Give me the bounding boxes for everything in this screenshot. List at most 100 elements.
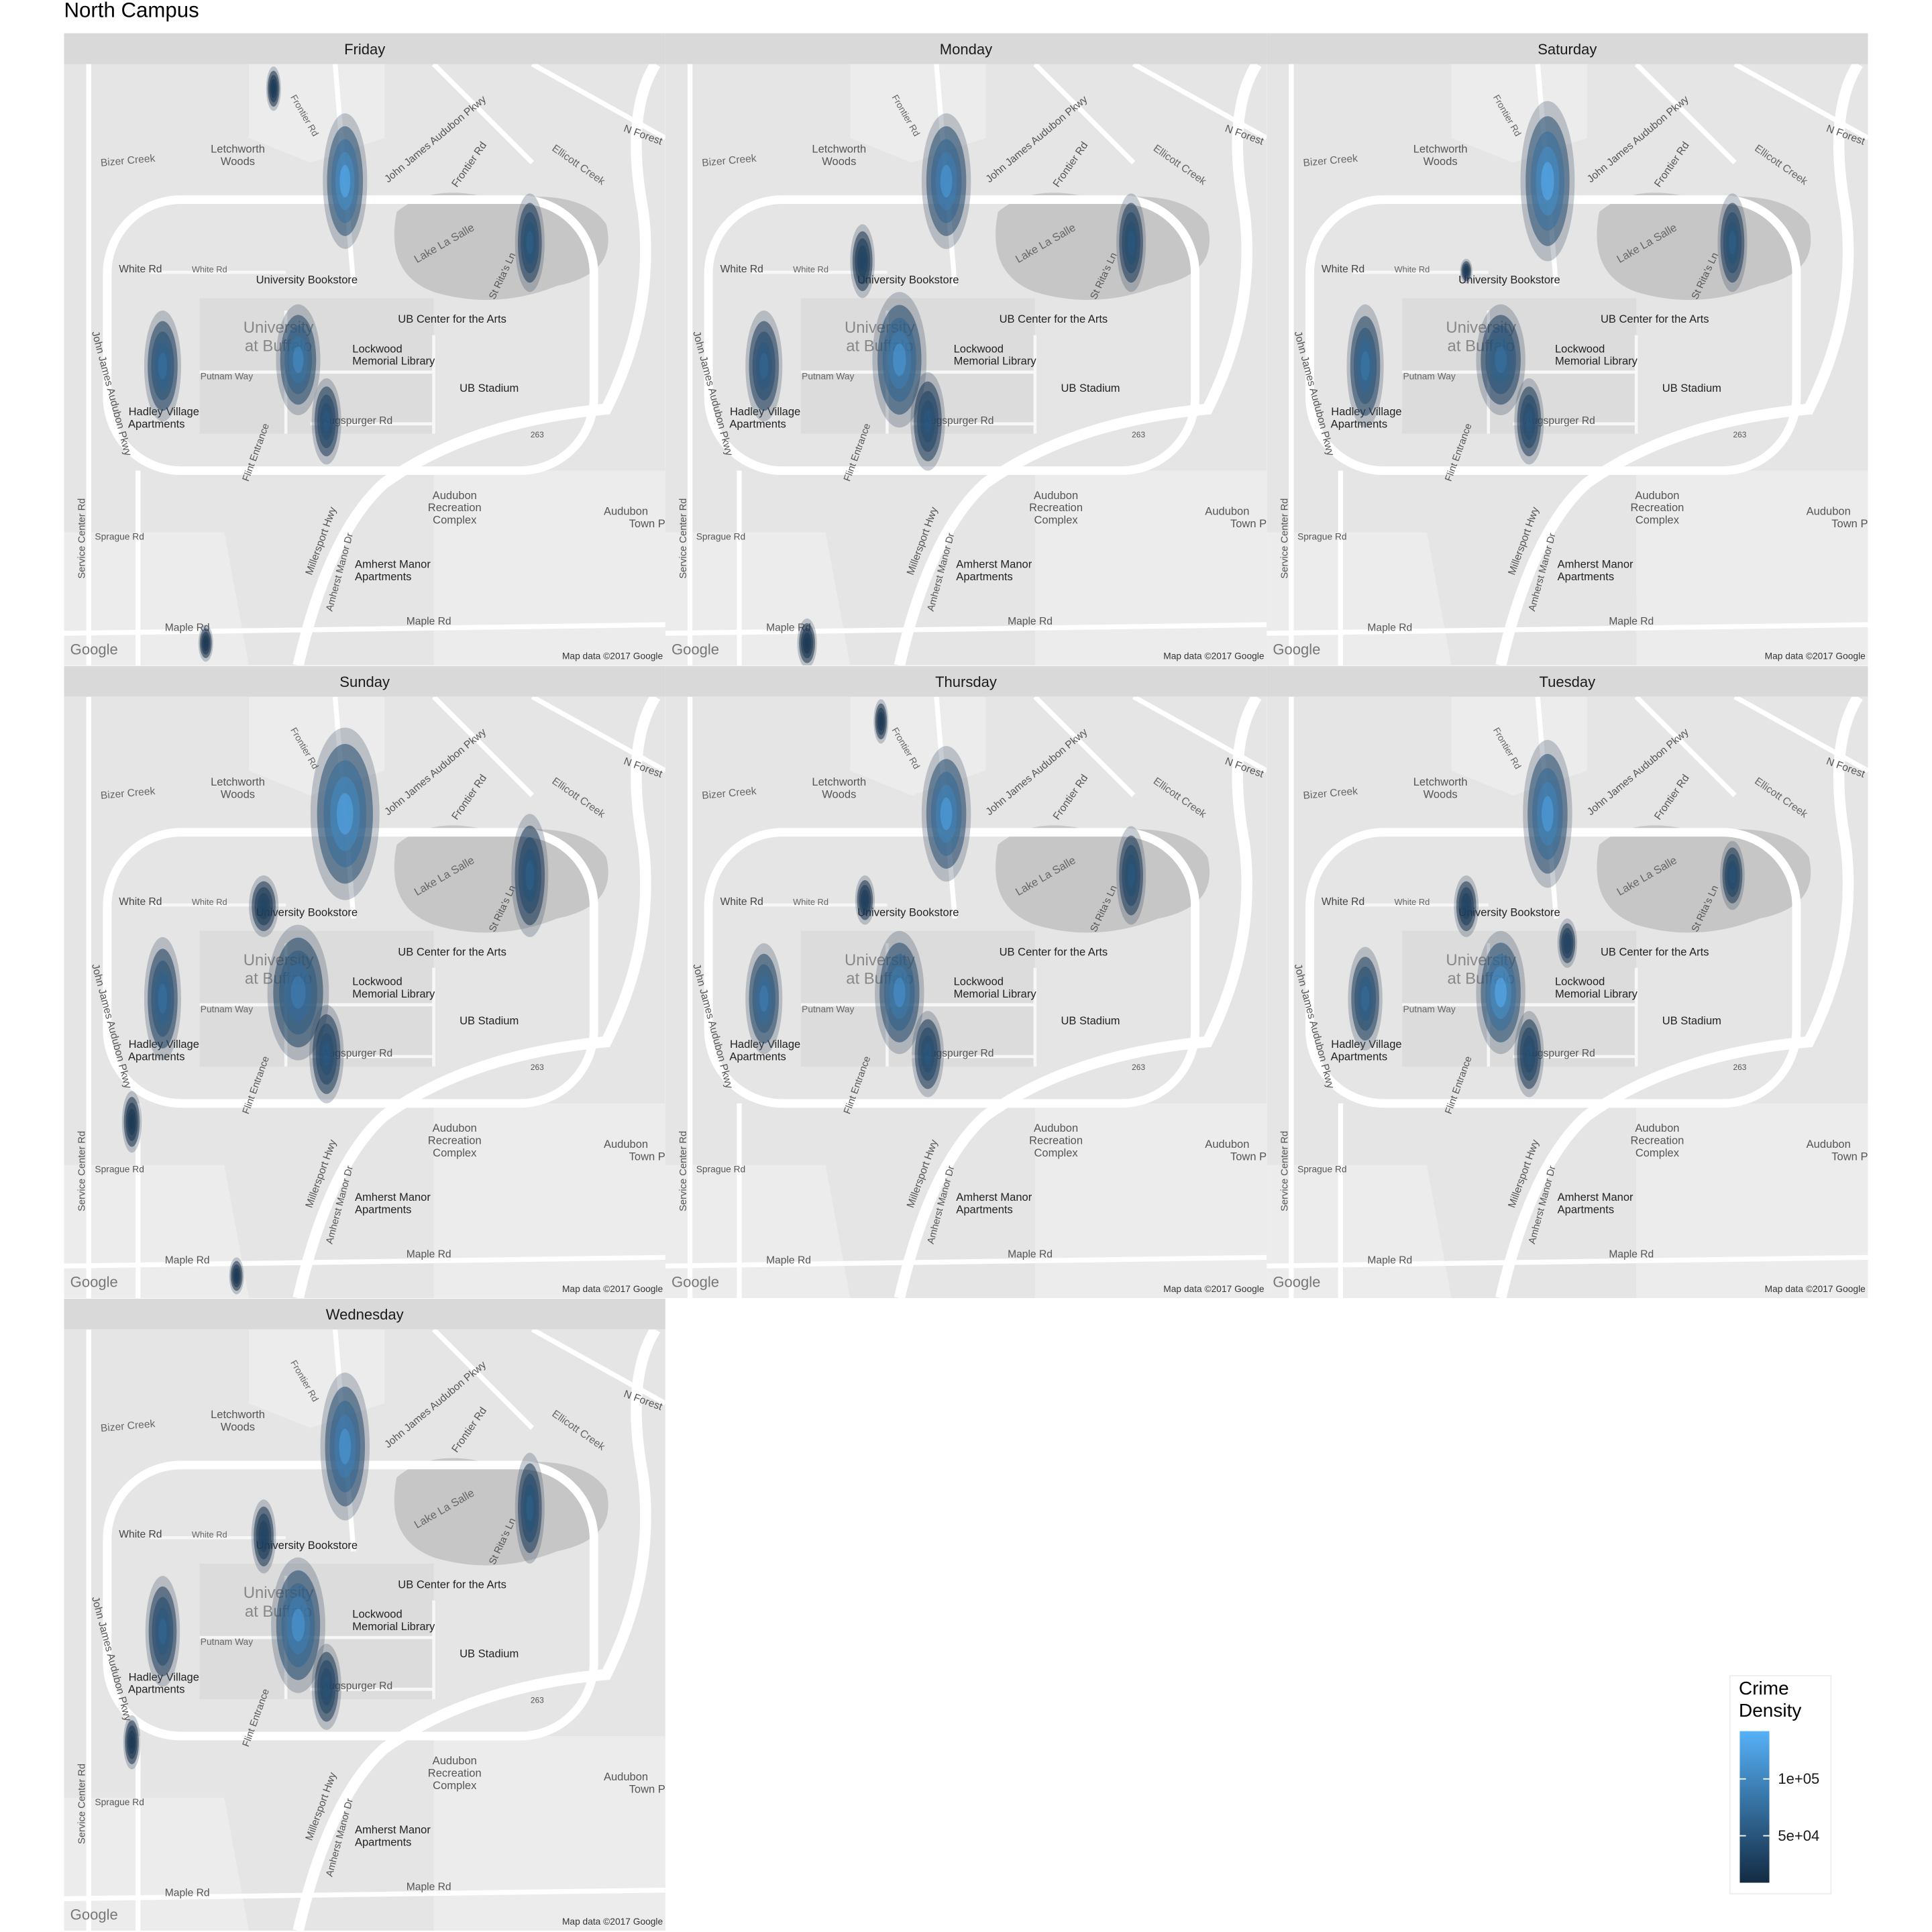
density-contour: [924, 1043, 932, 1065]
legend-title: Crime Density: [1739, 1678, 1802, 1721]
density-contour: [322, 1042, 331, 1066]
density-contour: [1463, 898, 1470, 914]
highway: [1495, 64, 1863, 665]
map-label: 263: [1733, 1063, 1747, 1072]
density-contour: [804, 637, 810, 649]
density-contour: [879, 716, 883, 727]
map-label: Amherst Manor: [355, 558, 431, 571]
density-contour: [1729, 231, 1736, 255]
density-contour: [940, 164, 953, 198]
highway: [894, 64, 1262, 665]
map-label: University Bookstore: [1458, 906, 1560, 919]
map-label: Audubon: [1635, 489, 1679, 502]
map-label: Town P: [1831, 517, 1868, 530]
colorbar-label: 5e+04: [1778, 1827, 1819, 1844]
density-contour: [1525, 1043, 1533, 1065]
map-label: Apartments: [956, 1203, 1012, 1216]
map-label: Complex: [1635, 514, 1680, 527]
map-label: Apartments: [355, 570, 411, 583]
map-label: Apartments: [1558, 1203, 1614, 1216]
density-contour: [158, 983, 168, 1014]
map-label: Recreation: [1630, 1134, 1684, 1146]
strip-label: Tuesday: [1539, 674, 1595, 690]
map-label: University Bookstore: [256, 1539, 358, 1552]
map-label: UB Stadium: [1061, 382, 1120, 394]
map-label: Map data ©2017 Google: [1765, 651, 1866, 661]
map-label: Audubon: [433, 489, 477, 502]
map-label: Service Center Rd: [678, 1131, 689, 1212]
density-contour: [1564, 937, 1570, 949]
map-label: UB Center for the Arts: [1000, 313, 1108, 325]
map-label: Apartments: [729, 1051, 786, 1063]
map-label: Map data ©2017 Google: [562, 651, 663, 661]
map-label: Recreation: [428, 1767, 482, 1780]
map-label: White Rd: [192, 264, 227, 274]
map-label: Augspurger Rd: [1525, 1048, 1595, 1059]
map-label: Memorial Library: [1555, 987, 1638, 1000]
map-label: Lockwood: [352, 342, 402, 355]
density-contour: [260, 898, 268, 914]
map-label: Maple Rd: [1609, 616, 1654, 627]
map-area: [64, 1329, 665, 1931]
map-label: Woods: [1424, 155, 1458, 168]
density-contour: [323, 411, 331, 432]
map-label: Service Center Rd: [77, 1131, 88, 1212]
map-label: Memorial Library: [352, 355, 435, 368]
map-area: [64, 64, 665, 665]
map-label: Putnam Way: [201, 372, 253, 382]
colorbar: [1739, 1731, 1770, 1883]
map-label: Apartments: [128, 1683, 184, 1696]
map-label: Map data ©2017 Google: [1765, 1284, 1866, 1294]
density-contour: [235, 1271, 239, 1281]
map-label: Recreation: [1630, 501, 1684, 514]
map-label: Putnam Way: [1403, 372, 1455, 382]
density-contour: [260, 1527, 267, 1546]
density-contour: [158, 352, 168, 380]
lake: [996, 193, 1210, 301]
map-label: Amherst Manor: [355, 1191, 431, 1203]
map-label: Town P: [629, 517, 665, 530]
map-label: Lockwood: [1555, 975, 1605, 987]
density-contour: [292, 346, 304, 374]
map-label: UB Stadium: [460, 1647, 519, 1660]
map-label: Hadley Village: [730, 1038, 800, 1051]
lake: [996, 825, 1210, 933]
map-label: Apartments: [956, 570, 1012, 583]
map-label: Town P: [1831, 1150, 1868, 1163]
density-contour: [158, 1618, 167, 1645]
map-label: Amherst Manor: [355, 1823, 431, 1836]
map-label: Letchworth: [812, 143, 866, 156]
map-label: Maple Rd: [1008, 1248, 1053, 1260]
map-label: Letchworth: [812, 775, 866, 788]
density-contour: [859, 252, 866, 270]
map-label: Maple Rd: [766, 1255, 811, 1267]
map-label: University Bookstore: [1458, 273, 1560, 286]
map-label: White Rd: [192, 1529, 227, 1540]
map-label: Town P: [1230, 1150, 1267, 1163]
map-label: Complex: [1034, 1146, 1078, 1159]
density-contour: [862, 894, 867, 906]
map-label: Sprague Rd: [95, 531, 144, 541]
density-contour: [1127, 231, 1135, 255]
map-label: UB Center for the Arts: [398, 1578, 506, 1591]
map-label: 263: [1132, 430, 1145, 439]
map-label: White Rd: [119, 264, 162, 275]
map-label: Woods: [221, 788, 255, 800]
map-label: Maple Rd: [1008, 616, 1053, 627]
map-label: Map data ©2017 Google: [562, 1917, 663, 1927]
density-contour: [1127, 863, 1135, 888]
map-label: UB Stadium: [1662, 382, 1721, 394]
map-label: Letchworth: [211, 143, 265, 156]
map-label: Memorial Library: [954, 987, 1037, 1000]
map-label: University Bookstore: [256, 273, 358, 286]
map-label: Amherst Manor: [1558, 1191, 1633, 1203]
density-contour: [129, 1114, 135, 1130]
map-label: Service Center Rd: [1279, 498, 1290, 579]
map-label: Recreation: [428, 501, 482, 514]
map-label: Audubon: [1205, 1138, 1249, 1150]
map-label: Service Center Rd: [678, 498, 689, 579]
